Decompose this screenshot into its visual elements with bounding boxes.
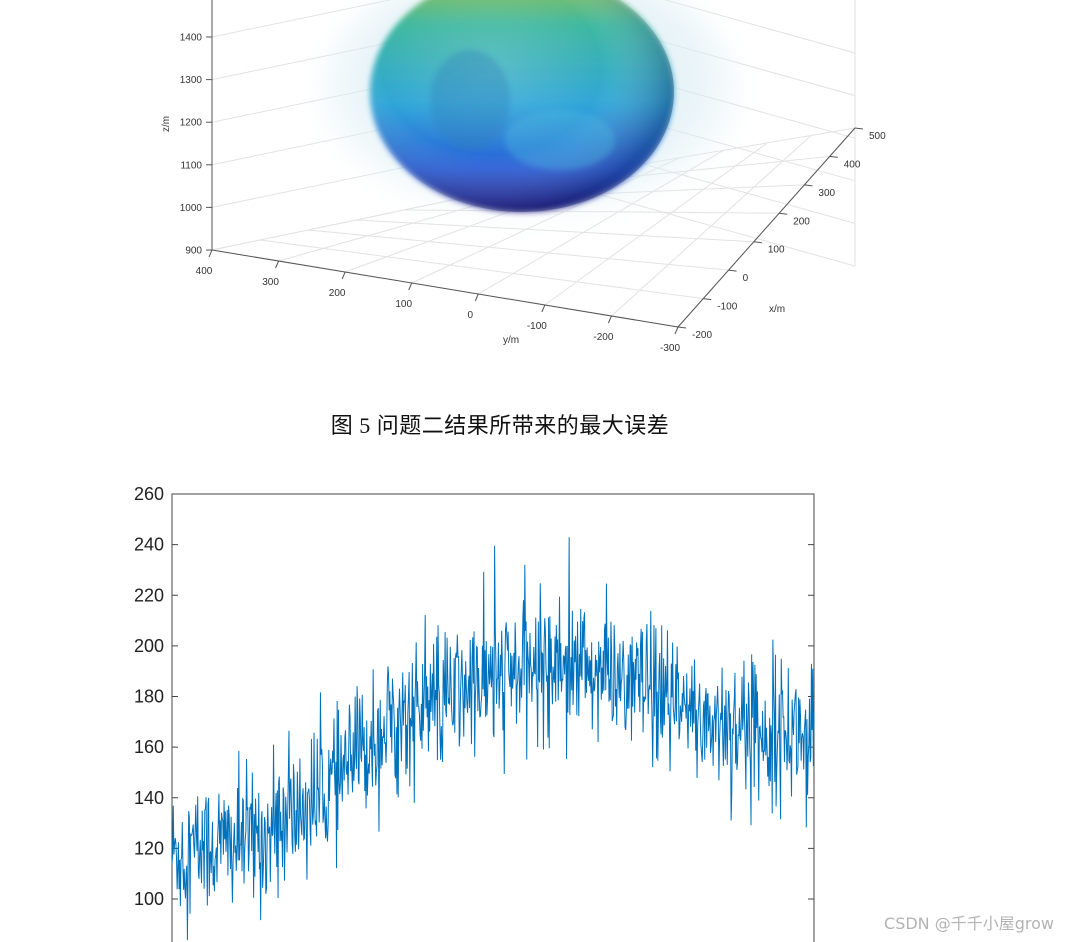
watermark: CSDN @千千小屋grow bbox=[884, 914, 1054, 933]
x-tick-label: 400 bbox=[844, 159, 861, 170]
y-tick-label: 300 bbox=[262, 277, 279, 288]
y-tick-label: -100 bbox=[527, 321, 547, 332]
x-axis-label: x/m bbox=[769, 304, 785, 315]
z-tick-label: 1200 bbox=[180, 118, 203, 129]
x-tick-label: 100 bbox=[768, 245, 785, 256]
y-tick-label: -300 bbox=[660, 343, 680, 354]
y-tick-label: 200 bbox=[134, 636, 164, 656]
x-tick-label: -100 bbox=[717, 302, 737, 313]
y-tick-label: 100 bbox=[134, 889, 164, 909]
surface-body bbox=[370, 0, 674, 212]
z-tick-label: 1300 bbox=[180, 75, 203, 86]
y-tick-label: 200 bbox=[329, 288, 346, 299]
z-tick-label: 1000 bbox=[180, 203, 203, 214]
y-tick-label: 0 bbox=[468, 310, 474, 321]
z-tick-label: 900 bbox=[185, 246, 202, 257]
y-axis: 100 120 140 160 180 200 220 240 260 bbox=[134, 484, 814, 909]
figure-caption: 图 5 问题二结果所带来的最大误差 bbox=[330, 413, 670, 438]
z-tick-label: 1100 bbox=[180, 160, 202, 171]
x-tick-label: -200 bbox=[692, 330, 712, 341]
x-tick-label: 0 bbox=[743, 273, 749, 284]
x-tick-label: 500 bbox=[869, 131, 886, 142]
y-tick-label: 140 bbox=[134, 788, 164, 808]
x-tick-label: 300 bbox=[818, 188, 835, 199]
line-chart: 100 120 140 160 180 200 220 240 260 bbox=[134, 484, 815, 942]
y-tick-label: 180 bbox=[134, 687, 164, 707]
y-axis-label: y/m bbox=[503, 335, 519, 346]
3d-axes: 900100011001200130014004003002001000-100… bbox=[180, 0, 886, 354]
y-tick-label: 220 bbox=[134, 585, 164, 605]
y-tick-label: 100 bbox=[395, 299, 412, 310]
z-tick-label: 1400 bbox=[180, 33, 203, 44]
x-tick-label: 200 bbox=[793, 216, 810, 227]
y-tick-label: 160 bbox=[134, 737, 164, 757]
z-axis-label: z/m bbox=[161, 116, 172, 132]
y-tick-label: 400 bbox=[196, 266, 213, 277]
y-tick-label: 240 bbox=[134, 535, 164, 555]
y-tick-label: -200 bbox=[593, 332, 613, 343]
series-line bbox=[171, 537, 815, 941]
surface-3d-plot: 900100011001200130014004003002001000-100… bbox=[161, 0, 886, 354]
y-tick-label: 120 bbox=[134, 838, 164, 858]
y-tick-label: 260 bbox=[134, 484, 164, 504]
